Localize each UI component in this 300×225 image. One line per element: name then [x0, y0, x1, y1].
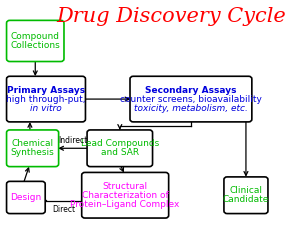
Text: Compound: Compound	[11, 32, 60, 41]
FancyBboxPatch shape	[7, 20, 64, 61]
FancyBboxPatch shape	[7, 76, 85, 122]
Text: Lead Compounds: Lead Compounds	[81, 139, 159, 148]
Text: Candidate: Candidate	[223, 195, 269, 204]
FancyBboxPatch shape	[87, 130, 152, 167]
Text: and SAR: and SAR	[101, 148, 139, 157]
Text: Chemical: Chemical	[11, 139, 54, 148]
Text: Collections: Collections	[11, 41, 60, 50]
Text: Protein–Ligand Complex: Protein–Ligand Complex	[70, 200, 180, 209]
Text: toxicity, metabolism, etc.: toxicity, metabolism, etc.	[134, 104, 248, 112]
FancyBboxPatch shape	[7, 181, 45, 214]
Text: in vitro: in vitro	[30, 104, 62, 112]
Text: Design: Design	[10, 193, 41, 202]
Text: Indirect: Indirect	[58, 136, 88, 145]
Text: Synthesis: Synthesis	[11, 148, 55, 157]
Text: Characterization of: Characterization of	[82, 191, 169, 200]
Text: counter screens, bioavailability: counter screens, bioavailability	[120, 94, 262, 104]
Text: Drug Discovery Cycle: Drug Discovery Cycle	[56, 7, 286, 26]
FancyBboxPatch shape	[224, 177, 268, 214]
Text: Clinical: Clinical	[230, 186, 262, 195]
Text: Structural: Structural	[103, 182, 148, 191]
FancyBboxPatch shape	[82, 172, 169, 218]
FancyBboxPatch shape	[130, 76, 252, 122]
Text: Secondary Assays: Secondary Assays	[145, 86, 237, 95]
Text: Direct: Direct	[52, 205, 75, 214]
Text: Primary Assays: Primary Assays	[7, 86, 85, 95]
Text: high through-put,: high through-put,	[6, 94, 86, 104]
FancyBboxPatch shape	[7, 130, 59, 167]
